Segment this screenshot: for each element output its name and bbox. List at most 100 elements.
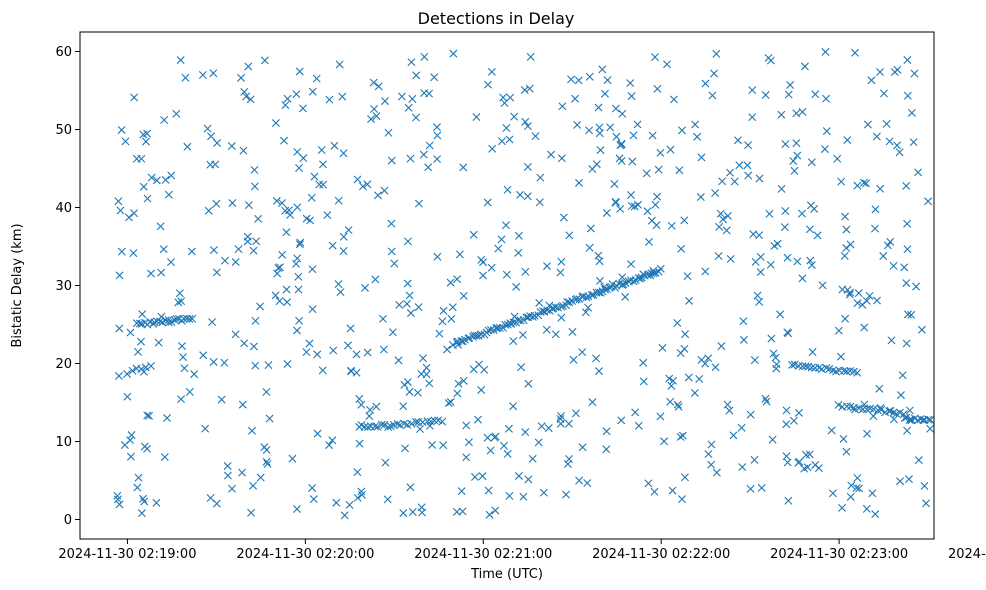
noise-point xyxy=(433,131,442,140)
noise-point xyxy=(674,402,683,411)
noise-point xyxy=(798,107,807,116)
noise-point xyxy=(883,241,892,250)
noise-point xyxy=(914,168,923,177)
noise-point xyxy=(251,316,260,325)
noise-point xyxy=(483,433,492,442)
track-point xyxy=(384,423,393,431)
noise-point xyxy=(357,490,366,499)
noise-point xyxy=(905,406,914,415)
noise-point xyxy=(286,210,295,219)
noise-point xyxy=(514,248,523,257)
noise-point xyxy=(578,443,587,452)
noise-point xyxy=(293,203,302,212)
noise-point xyxy=(275,297,284,306)
noise-point xyxy=(114,371,123,380)
noise-point xyxy=(784,90,793,99)
track-point xyxy=(801,362,810,371)
noise-point xyxy=(903,56,912,65)
track-point xyxy=(656,264,665,273)
noise-point xyxy=(838,503,847,512)
noise-point xyxy=(485,510,494,519)
noise-point xyxy=(863,120,872,129)
track-point xyxy=(563,297,572,306)
noise-point xyxy=(650,53,659,62)
noise-point xyxy=(416,425,425,434)
noise-point xyxy=(811,90,820,99)
noise-point xyxy=(509,402,518,411)
noise-point xyxy=(634,421,643,430)
noise-point xyxy=(630,202,639,211)
track-point xyxy=(380,420,389,429)
noise-point xyxy=(871,205,880,214)
noise-point xyxy=(512,282,521,291)
noise-point xyxy=(539,488,548,497)
noise-point xyxy=(380,97,389,106)
noise-point xyxy=(595,276,604,285)
noise-point xyxy=(569,355,578,364)
noise-point xyxy=(277,199,286,208)
noise-point xyxy=(152,498,161,507)
noise-point xyxy=(842,225,851,234)
noise-point xyxy=(357,487,366,496)
noise-point xyxy=(750,455,759,464)
noise-point xyxy=(681,330,690,339)
noise-point xyxy=(860,323,869,332)
noise-point xyxy=(313,350,322,359)
noise-point xyxy=(602,445,611,454)
noise-point xyxy=(665,374,674,383)
noise-point xyxy=(678,126,687,135)
noise-point xyxy=(793,151,802,160)
noise-point xyxy=(761,91,770,100)
noise-point xyxy=(644,479,653,488)
noise-point xyxy=(180,364,189,373)
noise-point xyxy=(244,201,253,210)
noise-point xyxy=(387,156,396,165)
noise-point xyxy=(318,160,327,169)
noise-point xyxy=(876,403,885,412)
noise-point xyxy=(212,199,221,208)
noise-point xyxy=(833,154,842,163)
noise-point xyxy=(231,330,240,339)
noise-point xyxy=(627,202,636,210)
noise-point xyxy=(369,78,378,87)
noise-point xyxy=(167,171,176,180)
noise-point xyxy=(247,508,256,517)
noise-point xyxy=(147,173,156,182)
noise-point xyxy=(459,376,468,385)
noise-point xyxy=(612,132,621,141)
noise-point xyxy=(143,411,152,420)
noise-point xyxy=(903,219,912,228)
noise-point xyxy=(914,456,923,465)
noise-point xyxy=(263,459,272,468)
noise-point xyxy=(393,420,402,429)
noise-point xyxy=(390,259,399,268)
noise-point xyxy=(317,146,326,154)
noise-point xyxy=(335,60,344,69)
noise-point xyxy=(275,263,284,272)
noise-point xyxy=(574,178,583,187)
noise-point xyxy=(143,194,152,203)
noise-point xyxy=(305,339,314,348)
noise-point xyxy=(453,275,462,284)
noise-point xyxy=(318,366,327,375)
noise-point xyxy=(520,86,529,95)
noise-point xyxy=(381,458,390,467)
noise-point xyxy=(330,141,339,150)
track-point xyxy=(629,277,638,286)
noise-point xyxy=(756,268,765,277)
noise-point xyxy=(710,69,719,78)
noise-point xyxy=(621,292,630,301)
noise-point xyxy=(172,109,181,118)
noise-point xyxy=(405,291,414,300)
noise-point xyxy=(535,298,544,307)
noise-point xyxy=(419,354,428,363)
noise-point xyxy=(559,213,568,222)
noise-point xyxy=(780,223,789,232)
noise-point xyxy=(592,354,601,363)
noise-point xyxy=(271,119,280,128)
noise-point xyxy=(869,412,878,421)
noise-point xyxy=(443,345,452,354)
x-tick-label: 2024-11-30 02:23:00 xyxy=(770,547,908,562)
noise-point xyxy=(223,471,232,480)
noise-point xyxy=(208,318,217,327)
